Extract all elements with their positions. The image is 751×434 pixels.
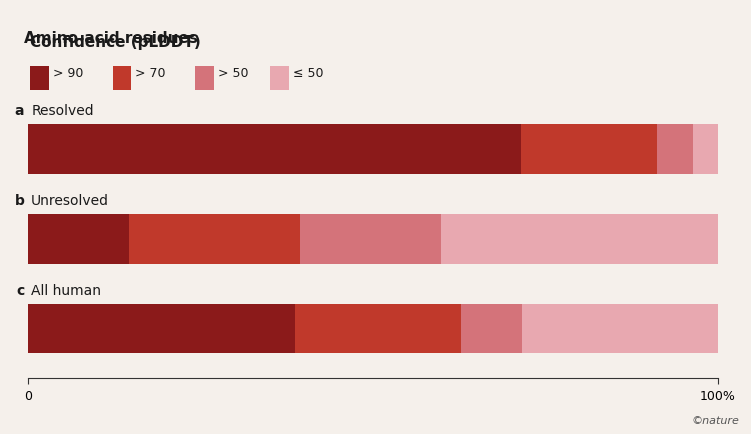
Bar [461, 304, 522, 354]
Text: Resolved: Resolved [32, 104, 94, 118]
Text: Unresolved: Unresolved [32, 194, 109, 207]
Bar [28, 125, 521, 174]
Bar [521, 125, 657, 174]
Text: b: b [14, 194, 24, 207]
Bar [28, 214, 128, 264]
Text: c: c [16, 283, 24, 297]
Text: > 90: > 90 [53, 67, 83, 80]
Bar [692, 125, 718, 174]
Bar [128, 214, 300, 264]
Text: > 70: > 70 [135, 67, 166, 80]
Bar [28, 304, 295, 354]
Bar [295, 304, 461, 354]
Bar [300, 214, 441, 264]
Text: ©nature: ©nature [692, 415, 740, 425]
Text: ≤ 50: ≤ 50 [293, 67, 324, 80]
Text: a: a [15, 104, 24, 118]
Text: > 50: > 50 [218, 67, 249, 80]
Text: All human: All human [32, 283, 101, 297]
Bar [441, 214, 718, 264]
Bar [522, 304, 718, 354]
Bar [657, 125, 692, 174]
Text: Amino-acid residues: Amino-acid residues [24, 31, 198, 46]
Text: Confidence (pLDDT): Confidence (pLDDT) [30, 35, 201, 49]
